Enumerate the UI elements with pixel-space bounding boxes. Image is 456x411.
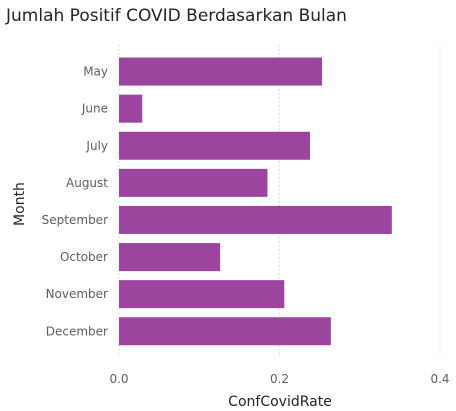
bar-july[interactable]: [119, 131, 310, 160]
grid-lines: [118, 45, 441, 355]
x-axis-title: ConfCovidRate: [228, 394, 332, 410]
x-tick-label: 0.0: [109, 372, 128, 386]
bar-may[interactable]: [119, 57, 323, 86]
chart-title: Jumlah Positif COVID Berdasarkan Bulan: [6, 6, 347, 26]
bar-september[interactable]: [119, 205, 392, 234]
category-label-october: October: [60, 250, 108, 264]
bar-december[interactable]: [119, 317, 331, 346]
category-label-august: August: [66, 176, 108, 190]
bars: [119, 57, 392, 346]
category-label-july: July: [85, 139, 108, 153]
category-labels: May June July August September October Novembe…: [42, 65, 109, 339]
x-tick-labels: 0.0 0.2 0.4: [109, 372, 449, 386]
x-tick-label: 0.2: [270, 372, 289, 386]
bar-june[interactable]: [119, 94, 143, 123]
x-tick-label: 0.4: [430, 372, 449, 386]
y-axis-title: Month: [12, 182, 28, 226]
bar-october[interactable]: [119, 243, 221, 272]
category-label-november: November: [46, 287, 108, 301]
bar-november[interactable]: [119, 280, 285, 309]
category-label-december: December: [46, 324, 108, 338]
category-label-may: May: [83, 65, 108, 79]
category-label-june: June: [81, 102, 108, 116]
bar-august[interactable]: [119, 168, 268, 197]
category-label-september: September: [42, 213, 108, 227]
